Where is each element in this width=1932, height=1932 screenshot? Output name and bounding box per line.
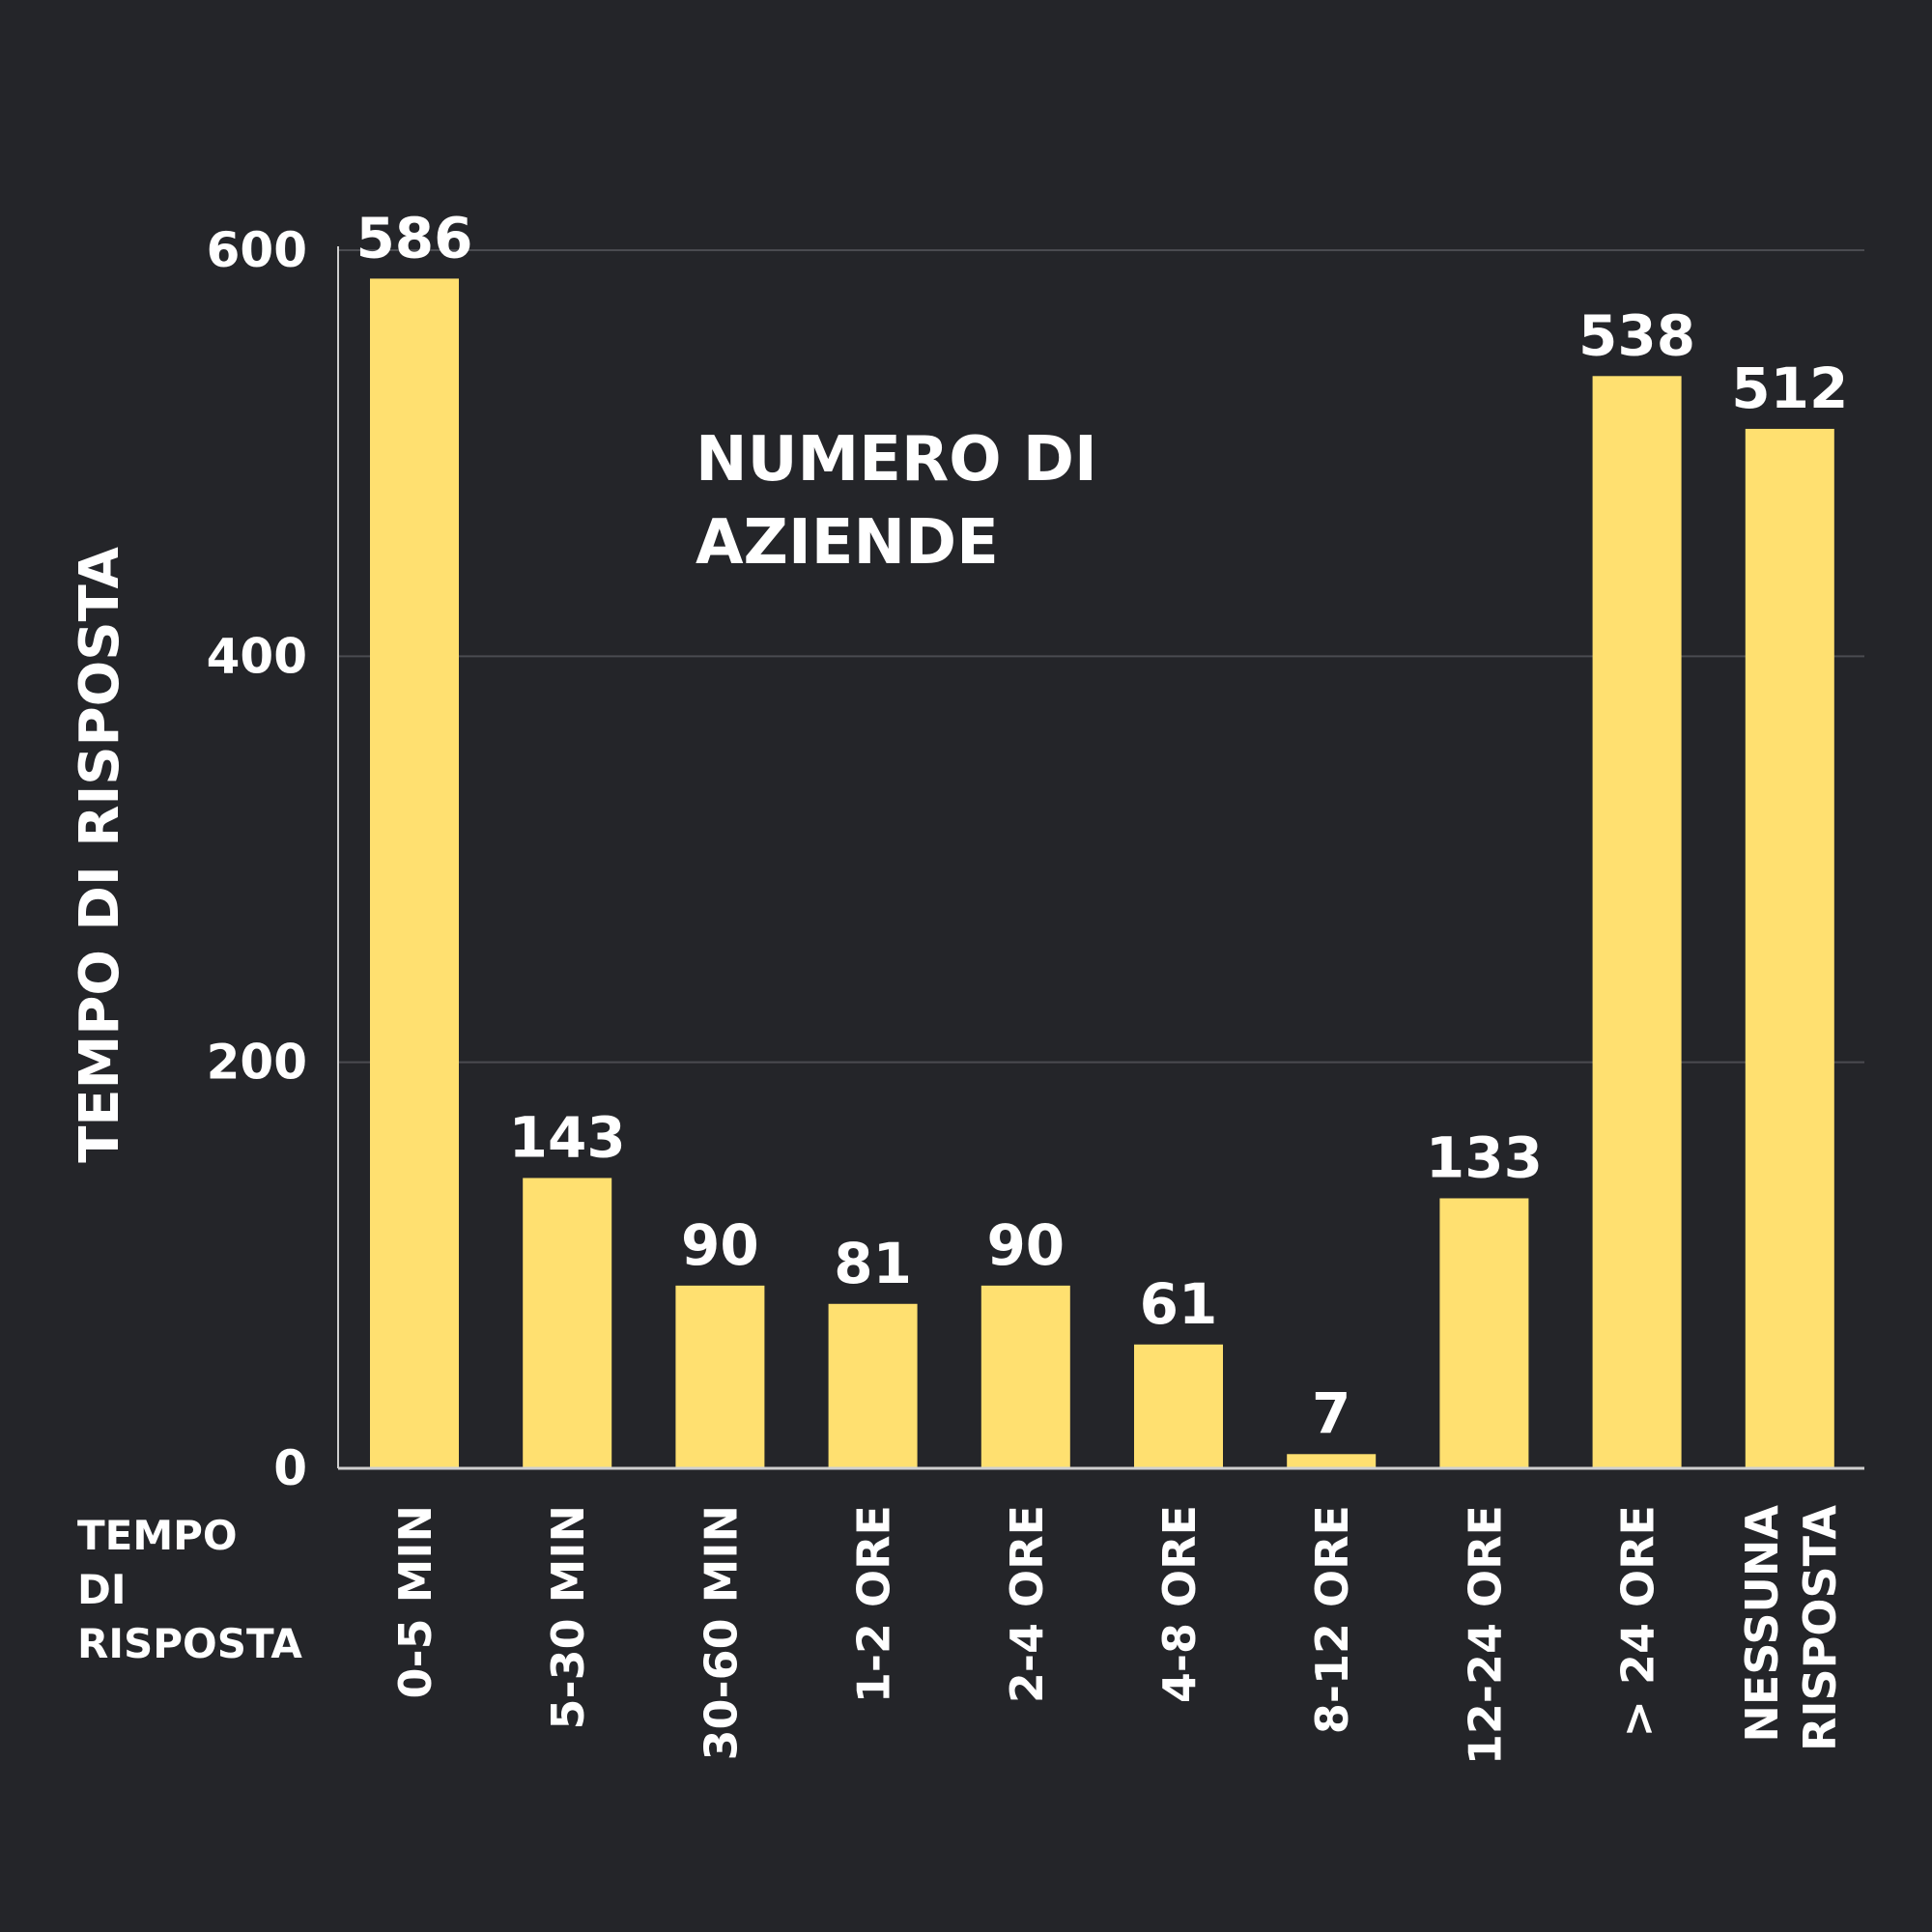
category-label: 8-12 ORE [1306,1505,1358,1734]
bar [828,1303,918,1468]
labels: 0 200 400 600 586 0-5 MIN 143 5-30 MIN 90 30-60 M… [69,205,1848,1765]
data-label: 538 [1578,302,1695,368]
category-label: 12-24 ORE [1459,1505,1511,1765]
category-label: 5-30 MIN [542,1505,594,1730]
bars [370,278,1834,1468]
x-axis-label: TEMPO [77,1512,238,1559]
x-axis-label: RISPOSTA [77,1620,302,1667]
x-axis-label: DI [77,1566,127,1613]
chart-title: AZIENDE [696,507,999,579]
category-label: 0-5 MIN [389,1505,441,1699]
data-label: 61 [1140,1271,1218,1337]
y-tick-label: 0 [273,1440,307,1496]
bar [1287,1454,1377,1468]
category-label: > 24 ORE [1612,1505,1664,1738]
category-label: 30-60 MIN [695,1505,747,1761]
category-label: RISPOSTA [1794,1505,1846,1751]
chart-title: NUMERO DI [696,424,1097,496]
data-label: 81 [834,1231,912,1296]
data-label: 143 [509,1104,626,1170]
bar [980,1285,1070,1468]
bar [1134,1344,1223,1468]
data-label: 90 [681,1212,759,1278]
data-label: 7 [1312,1380,1350,1446]
data-label: 512 [1731,355,1848,421]
bar [523,1178,612,1468]
data-label: 133 [1426,1124,1543,1190]
y-tick-label: 600 [207,222,307,278]
bar [675,1285,765,1468]
y-tick-label: 200 [207,1035,307,1091]
y-tick-label: 400 [207,628,307,684]
bar [1439,1198,1529,1468]
bar [1592,376,1682,1468]
category-label: 4-8 ORE [1153,1505,1206,1703]
category-label: 1-2 ORE [848,1505,900,1703]
axes [337,246,1864,1470]
category-label: NESSUNA [1736,1505,1788,1743]
category-label: 2-4 ORE [1001,1505,1053,1703]
bar [1745,428,1834,1468]
bar [370,278,459,1468]
y-axis-label: TEMPO DI RISPOSTA [69,547,131,1163]
data-label: 90 [986,1212,1065,1278]
data-label: 586 [355,205,472,270]
